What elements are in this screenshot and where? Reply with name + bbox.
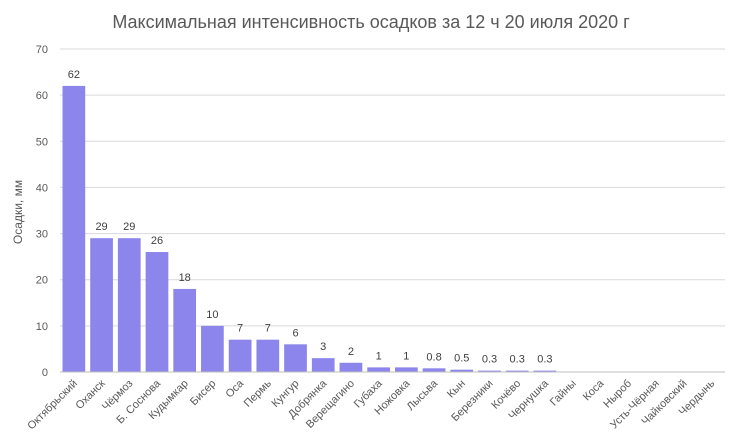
y-axis-ticks: 0 10 20 30 40 50 60 70 xyxy=(36,44,48,379)
bar xyxy=(339,362,363,372)
bar xyxy=(533,370,557,372)
bar xyxy=(367,367,391,372)
x-tick-label: Оса xyxy=(223,377,246,400)
data-label: 10 xyxy=(206,309,218,321)
x-tick-label: Бисер xyxy=(188,378,218,408)
y-tick-label: 70 xyxy=(36,44,48,56)
data-label: 2 xyxy=(348,346,354,358)
data-label: 29 xyxy=(95,221,107,233)
bar xyxy=(422,368,446,372)
gridlines xyxy=(60,48,725,327)
y-tick-label: 20 xyxy=(36,275,48,287)
data-label: 0.3 xyxy=(510,354,525,366)
data-labels: 62 29 29 26 18 10 7 7 6 3 2 1 1 0.8 0.5 0.3 0.3 0.3 xyxy=(68,69,553,366)
x-tick-label: Пермь xyxy=(242,377,274,409)
data-label: 1 xyxy=(376,350,382,362)
bar xyxy=(450,369,474,372)
bar xyxy=(478,370,501,372)
y-tick-label: 30 xyxy=(36,229,48,241)
x-tick-label: Лысьва xyxy=(405,377,441,413)
y-tick-label: 60 xyxy=(36,90,48,102)
data-label: 3 xyxy=(320,341,326,353)
bar xyxy=(90,238,113,372)
data-label: 26 xyxy=(151,235,163,247)
y-tick-label: 40 xyxy=(36,182,48,194)
bar xyxy=(505,370,529,372)
bar xyxy=(311,358,335,372)
y-tick-label: 50 xyxy=(36,136,48,148)
data-label: 7 xyxy=(237,323,243,335)
data-label: 0.3 xyxy=(537,354,552,366)
data-label: 0.5 xyxy=(454,353,469,365)
data-label: 0.8 xyxy=(426,351,441,363)
data-label: 29 xyxy=(123,221,135,233)
data-label: 6 xyxy=(292,327,298,339)
data-label: 1 xyxy=(403,350,409,362)
data-label: 18 xyxy=(179,272,191,284)
chart-title: Максимальная интенсивность осадков за 12… xyxy=(112,12,630,32)
x-tick-label: Гайны xyxy=(548,378,579,409)
bar xyxy=(394,367,418,372)
x-tick-label: Кын xyxy=(445,378,468,401)
data-label: 0.3 xyxy=(482,354,497,366)
data-label: 62 xyxy=(68,69,80,81)
bar xyxy=(284,344,307,372)
bar xyxy=(173,288,197,372)
bar xyxy=(145,252,169,372)
bar xyxy=(228,339,252,372)
y-axis-label: Осадки, мм xyxy=(11,180,25,244)
bar xyxy=(256,339,280,372)
x-tick-label: Октябрьский xyxy=(25,378,80,433)
bar xyxy=(62,85,86,373)
data-label: 7 xyxy=(265,323,271,335)
y-tick-label: 0 xyxy=(42,367,48,379)
bar xyxy=(117,238,141,372)
bars xyxy=(62,85,557,373)
y-tick-label: 10 xyxy=(36,321,48,333)
bar xyxy=(201,325,224,372)
